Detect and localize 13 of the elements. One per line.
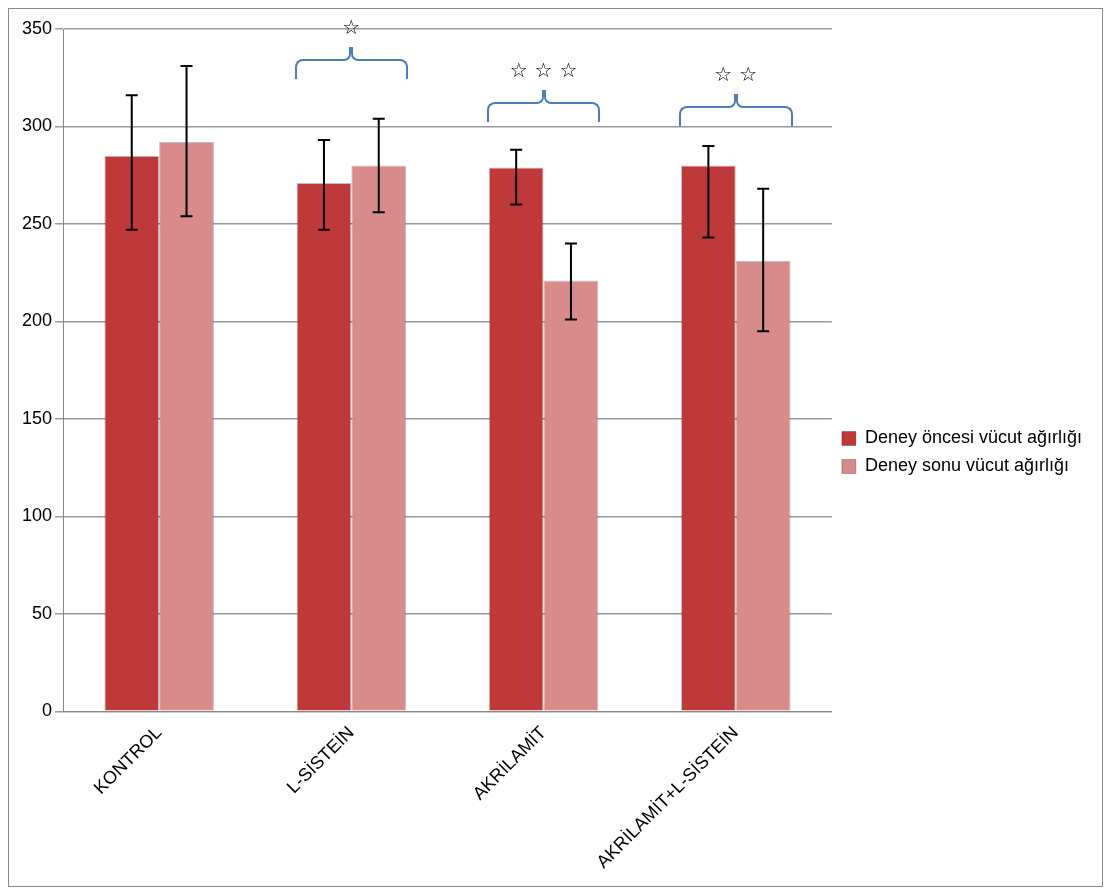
annotation: ☆	[341, 14, 362, 39]
y-tick-label: 350	[21, 17, 53, 38]
annotation: ☆ ☆	[713, 61, 759, 86]
y-tick-label: 0	[42, 700, 53, 721]
legend-label: Deney sonu vücut ağırlığı	[864, 455, 1070, 476]
y-tick-label: 200	[21, 310, 53, 331]
y-tick-label: 50	[32, 602, 53, 623]
y-tick-label: 100	[21, 505, 53, 526]
legend-label: Deney öncesi vücut ağırlığı	[864, 427, 1083, 448]
y-tick-label: 300	[21, 115, 53, 136]
annotation: ☆ ☆ ☆	[508, 57, 579, 82]
y-tick-label: 250	[21, 212, 53, 233]
y-tick-label: 150	[21, 407, 53, 428]
